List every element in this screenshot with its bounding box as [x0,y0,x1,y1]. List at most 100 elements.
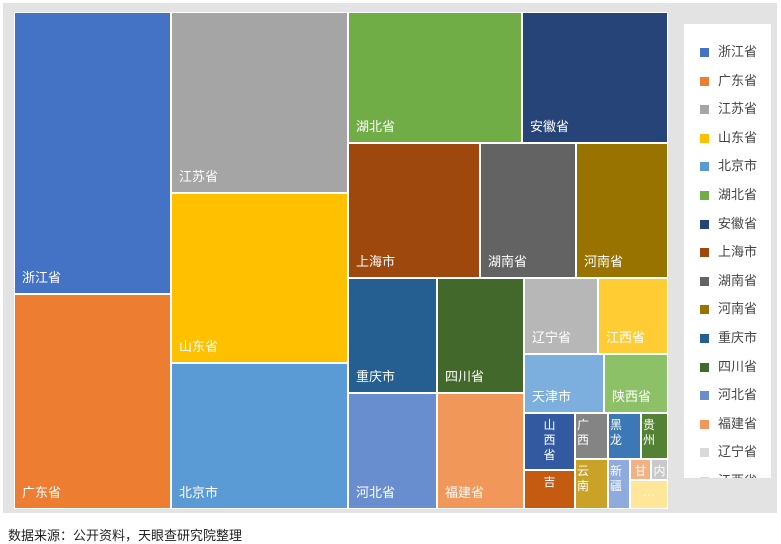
legend-item: 辽宁省 [684,444,771,462]
chart-frame: 浙江省 广东省 江苏省 山东省 北京市 湖北省 安徽省 上海市 湖南省 河南省 重庆市 四川省 河北省福… [3,3,777,513]
legend-swatch [700,305,709,315]
legend-item: 山东省 [684,130,771,148]
legend-item: 浙江省 [684,44,771,62]
legend-swatch [700,162,709,172]
legend-item: 福建省 [684,416,771,434]
tile-label: 北京市 [179,486,219,501]
treemap-tile: 云南 [575,459,608,509]
legend-item: 广东省 [684,73,771,91]
treemap-tile: 福建省 [437,393,524,509]
treemap-tile: 内 [651,459,668,480]
treemap-tile: 辽宁省 [524,278,598,354]
treemap-tile: 新疆 [608,459,630,509]
tile-label: 山西省 [543,418,556,462]
legend-swatch [700,477,709,478]
tile-label: 云南 [576,464,589,493]
treemap-tile: 湖南省 [480,143,576,278]
legend-swatch [700,334,709,343]
tile-label: 广西 [576,418,589,447]
legend-label: 山东省 [718,130,758,146]
tile-label: 福建省 [445,486,485,501]
tile-label: 湖南省 [488,255,528,270]
tile-label: 安徽省 [530,120,570,135]
legend-label: 福建省 [718,416,758,432]
legend-swatch [700,48,709,57]
legend-swatch [700,391,709,401]
tile-label: 陕西省 [612,390,652,405]
legend-item: 安徽省 [684,216,771,234]
tile-label: 新疆 [609,464,622,493]
treemap-tile: 甘 [630,459,651,480]
tile-label: … [643,485,655,499]
legend-label: 重庆市 [718,331,758,346]
tile-label: 四川省 [445,370,485,385]
legend-swatch [700,76,709,86]
tile-label: 贵州 [642,418,655,447]
tile-label: 广东省 [22,486,62,501]
legend-label: 四川省 [718,359,758,375]
treemap-tile: 江苏省 [171,12,348,193]
legend-label: 河北省 [718,388,758,404]
tile-label: 上海市 [356,255,396,270]
treemap-tile: 天津市 [524,354,604,413]
treemap-tile: … [630,480,668,509]
treemap-tile: 黑龙 [608,413,641,459]
legend-swatch [700,248,709,258]
legend-label: 广东省 [718,73,758,89]
tile-label: 浙江省 [22,271,62,286]
legend-item: 江西省 [684,473,771,478]
legend-swatch [700,133,709,143]
treemap-plot: 浙江省广东省 江苏省山东省北京市 湖北省 安徽省上海市 湖南省 河南省重庆市 四川省河北省 福… [14,12,676,509]
legend-label: 辽宁省 [718,445,758,461]
tile-label: 内 [653,464,666,478]
tile-label: 山东省 [179,340,219,355]
tile-label: 河北省 [356,486,396,501]
legend-item: 湖南省 [684,273,771,291]
legend-label: 北京市 [718,159,758,175]
legend-item: 北京市 [684,158,771,176]
treemap-tile: 山东省 [171,193,348,363]
legend-label: 湖南省 [718,273,758,289]
tile-label: 吉 [543,475,556,489]
legend-swatch [700,276,709,286]
legend-swatch [700,419,709,429]
tile-label: 甘 [634,464,647,478]
treemap-tile: 湖北省 [348,12,522,143]
treemap-tile: 重庆市 [348,278,437,393]
tile-label: 辽宁省 [532,331,572,346]
legend-swatch [700,191,709,200]
source-note: 数据来源：公开资料，天眼查研究院整理 [8,529,243,544]
legend-label: 河南省 [718,302,758,318]
legend-label: 江西省 [718,473,757,478]
legend-item: 河南省 [684,301,771,319]
legend-label: 江苏省 [718,102,758,118]
legend-label: 安徽省 [718,216,758,232]
treemap-tile: 广东省 [14,294,171,509]
treemap-tile: 河北省 [348,393,437,509]
tile-label: 黑龙 [609,418,622,447]
treemap-tile: 北京市 [171,363,348,509]
legend-label: 浙江省 [718,45,758,60]
tile-label: 河南省 [584,255,624,270]
legend-item: 河北省 [684,387,771,405]
legend-label: 上海市 [718,245,758,261]
legend-item: 重庆市 [684,330,771,348]
legend-item: 江苏省 [684,101,771,119]
tile-label: 天津市 [532,390,572,405]
legend-swatch [700,219,709,229]
legend-swatch [700,362,709,372]
treemap-tile: 贵州 [641,413,668,459]
legend-swatch [700,448,709,458]
treemap-tile: 江西省 [598,278,668,354]
tile-label: 湖北省 [356,120,396,135]
legend-label: 湖北省 [718,188,758,203]
legend-item: 上海市 [684,244,771,262]
legend: 浙江省广东省江苏省山东省北京市湖北省安徽省上海市湖南省河南省重庆市四川省河北省福… [684,24,771,478]
treemap-tile: 四川省 [437,278,524,393]
treemap-tile: 浙江省 [14,12,171,294]
treemap-tile: 上海市 [348,143,480,278]
treemap-tile: 陕西省 [604,354,668,413]
treemap-tile: 广西 [575,413,608,459]
tile-label: 重庆市 [356,370,396,385]
tile-label: 江西省 [606,331,646,346]
